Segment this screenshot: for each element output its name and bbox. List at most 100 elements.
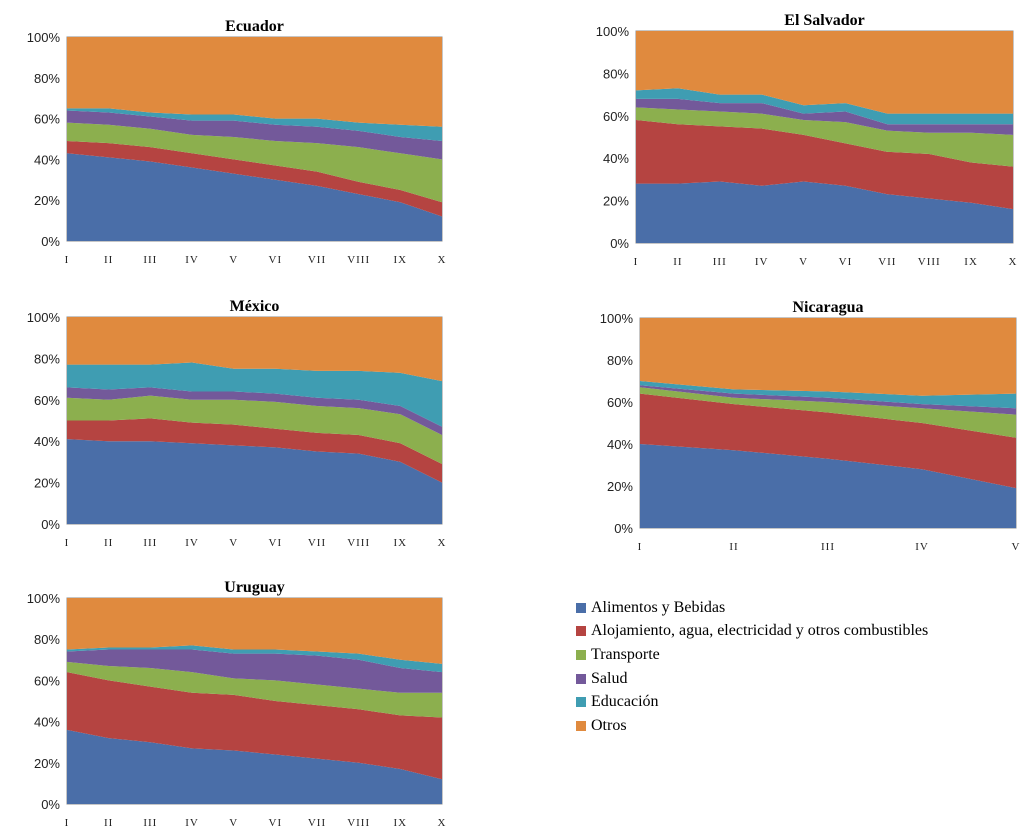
x-tick-label: V [229,254,238,266]
y-tick-label: 60% [34,393,60,408]
y-tick-label: 60% [607,395,633,410]
legend-label: Salud [591,669,628,687]
x-tick-label: IV [185,254,199,266]
x-tick-label: IX [394,817,408,829]
x-tick-label: VII [878,256,896,268]
x-tick-label: III [821,541,835,553]
y-tick-label: 40% [34,434,60,449]
y-tick-label: 80% [34,632,60,647]
x-tick-label: V [799,256,808,268]
area-series-otros [67,598,442,664]
area-series-educacion [67,108,442,142]
y-tick-label: 40% [34,152,60,167]
y-tick-label: 60% [34,673,60,688]
y-tick-label: 40% [34,715,60,730]
y-tick-label: 100% [27,591,61,606]
legend-label: Transporte [591,645,660,663]
area-series-otros [636,31,1013,114]
x-tick-label: X [1009,256,1018,268]
x-tick-label: VII [308,254,326,266]
legend-item-educacion: Educación [576,690,928,714]
chart-el-salvador: 0%20%40%60%80%100%I II III IV V VI VII VIII IX XE… [596,12,1018,268]
area-series-alimentos-y-bebidas [67,729,442,804]
y-tick-label: 0% [41,797,60,812]
x-tick-label: V [229,817,238,829]
y-tick-label: 100% [596,24,630,39]
x-tick-label: II [104,537,113,549]
y-tick-label: 20% [34,193,60,208]
x-tick-label: II [729,541,738,553]
area-series-salud [67,649,442,693]
x-tick-label: III [713,256,727,268]
x-tick-label: I [638,541,643,553]
x-tick-label: X [438,254,447,266]
x-tick-label: IV [915,541,929,553]
legend-item-transporte: Transporte [576,643,928,667]
area-series-salud [640,385,1016,415]
x-tick-label: VIII [347,537,370,549]
y-tick-label: 80% [34,351,60,366]
area-series-alimentos-y-bebidas [67,439,442,524]
area-series-alojamiento-agua-electricidad-y-otros-combustibles [67,672,442,780]
x-tick-label: III [143,817,157,829]
legend-label: Alimentos y Bebidas [591,598,726,616]
area-series-salud [67,387,442,435]
x-tick-label: IX [964,256,978,268]
y-tick-label: 80% [607,353,633,368]
legend-swatch [576,649,586,660]
chart-uruguay: 0%20%40%60%80%100%I II III IV V VI VII VIII IX XU… [27,579,447,829]
legend-item-alojamiento: Alojamiento, agua, electricidad y otros … [576,620,928,644]
x-tick-label: I [65,254,70,266]
x-tick-label: VIII [347,254,370,266]
area-series-salud [67,110,442,160]
legend-swatch [576,602,586,613]
x-tick-label: VII [308,817,326,829]
chart-title: Uruguay [224,579,284,596]
legend-swatch [576,697,586,708]
area-series-alimentos-y-bebidas [640,444,1016,528]
y-tick-label: 0% [41,234,60,249]
y-tick-label: 20% [34,756,60,771]
x-tick-label: X [438,537,447,549]
legend-label: Educación [591,693,659,711]
x-tick-label: V [1012,541,1021,553]
legend-swatch [576,720,586,731]
x-tick-label: I [65,817,70,829]
chart-title: Ecuador [225,18,284,35]
y-tick-label: 100% [600,311,634,326]
x-tick-label: III [143,254,157,266]
x-tick-label: X [438,817,447,829]
x-tick-label: II [104,254,113,266]
x-tick-label: I [634,256,639,268]
chart-mexico: 0%20%40%60%80%100%I II III IV V VI VII VIII IX XM… [27,298,447,549]
chart-ecuador: 0%20%40%60%80%100%I II III IV V VI VII VIII IX XE… [27,18,447,266]
area-series-otros [67,37,442,127]
x-tick-label: II [104,817,113,829]
x-tick-label: I [65,537,70,549]
y-tick-label: 100% [27,30,61,45]
y-tick-label: 20% [34,476,60,491]
area-series-salud [636,98,1013,135]
y-tick-label: 40% [603,151,629,166]
area-series-educacion [636,88,1013,125]
x-tick-label: IV [755,256,769,268]
y-tick-label: 40% [607,437,633,452]
legend-item-otros: Otros [576,714,928,738]
area-series-alojamiento-agua-electricidad-y-otros-combustibles [67,141,442,217]
area-series-transporte [67,661,442,718]
area-series-transporte [67,122,442,203]
area-series-alojamiento-agua-electricidad-y-otros-combustibles [67,418,442,483]
y-tick-label: 0% [41,517,60,532]
x-tick-label: VIII [918,256,941,268]
area-series-alimentos-y-bebidas [67,153,442,241]
area-series-alojamiento-agua-electricidad-y-otros-combustibles [640,393,1016,489]
y-tick-label: 20% [603,194,629,209]
x-tick-label: IV [185,817,199,829]
x-tick-label: IX [394,537,408,549]
y-tick-label: 80% [34,71,60,86]
legend-swatch [576,626,586,637]
y-tick-label: 60% [34,112,60,127]
area-series-transporte [636,107,1013,167]
area-series-transporte [640,387,1016,438]
